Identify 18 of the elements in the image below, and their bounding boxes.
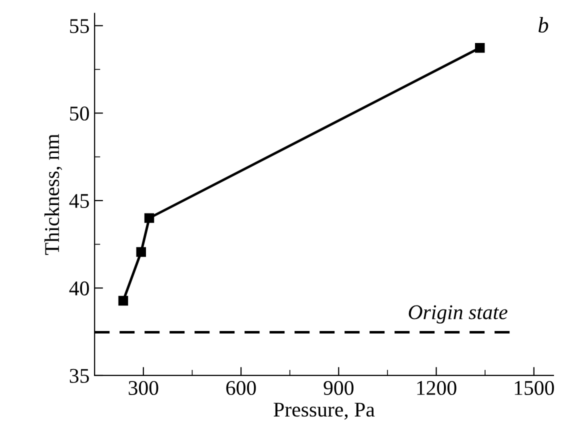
y-axis-title: Thickness, nm [44,134,62,255]
point [118,296,128,306]
x-axis-title: Pressure, Pa [274,402,375,420]
x-tick-label: 300 [128,380,158,396]
y-tick-label: 40 [69,281,89,296]
x-tick-label: 600 [226,380,256,396]
y-tick-label: 45 [69,194,89,208]
y-tick-label: 50 [70,106,89,121]
y-tick-label: 55 [70,19,89,34]
x-tick-label: 1500 [514,380,554,396]
annotation: b [538,17,548,33]
x-tick-label: 1200 [417,380,456,396]
point [136,247,146,257]
ref-line-label: Origin state [408,305,508,324]
point [475,43,485,53]
point [144,213,154,223]
x-tick-label: 900 [324,380,354,396]
y-tick-label: 35 [70,368,89,383]
